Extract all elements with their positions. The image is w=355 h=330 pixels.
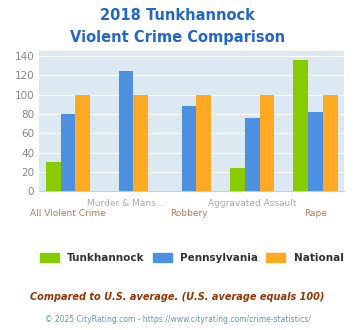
Bar <box>196 95 211 191</box>
Bar <box>293 60 308 191</box>
Text: Murder & Mans...: Murder & Mans... <box>87 199 165 208</box>
Bar <box>182 106 196 191</box>
Bar <box>46 162 61 191</box>
Text: All Violent Crime: All Violent Crime <box>30 209 106 218</box>
Bar <box>260 95 274 191</box>
Text: 2018 Tunkhannock: 2018 Tunkhannock <box>100 8 255 23</box>
Legend: Tunkhannock, Pennsylvania, National: Tunkhannock, Pennsylvania, National <box>36 249 348 268</box>
Text: Compared to U.S. average. (U.S. average equals 100): Compared to U.S. average. (U.S. average … <box>30 292 325 302</box>
Bar <box>230 168 245 191</box>
Text: Robbery: Robbery <box>170 209 208 218</box>
Bar <box>75 95 90 191</box>
Text: Rape: Rape <box>304 209 327 218</box>
Bar <box>61 114 75 191</box>
Bar <box>308 112 323 191</box>
Bar <box>323 95 338 191</box>
Text: © 2025 CityRating.com - https://www.cityrating.com/crime-statistics/: © 2025 CityRating.com - https://www.city… <box>45 315 310 324</box>
Bar <box>245 118 260 191</box>
Text: Aggravated Assault: Aggravated Assault <box>208 199 296 208</box>
Bar <box>133 95 148 191</box>
Bar <box>119 72 133 191</box>
Text: Violent Crime Comparison: Violent Crime Comparison <box>70 30 285 45</box>
